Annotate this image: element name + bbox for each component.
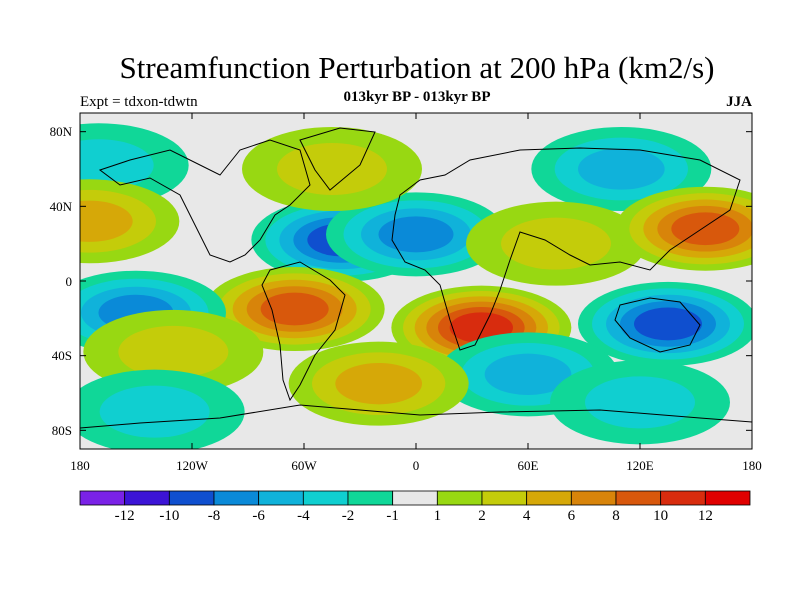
colorbar-swatch-13: [661, 491, 706, 505]
colorbar-label-9: 4: [507, 508, 547, 525]
lat-tick-80s: 80S: [32, 423, 72, 439]
colorbar-swatch-9: [482, 491, 527, 505]
colorbar-label-2: -8: [194, 508, 234, 525]
colorbar-label-10: 6: [551, 508, 591, 525]
colorbar-swatch-0: [80, 491, 125, 505]
contour-region-4-2: [578, 148, 665, 189]
colorbar-label-12: 10: [641, 508, 681, 525]
colorbar-label-8: 2: [462, 508, 502, 525]
colorbar: [80, 491, 750, 505]
lon-tick-0: 0: [386, 458, 446, 474]
colorbar-label-11: 8: [596, 508, 636, 525]
lon-tick-120w: 120W: [162, 458, 222, 474]
lat-tick-80n: 80N: [32, 124, 72, 140]
lon-tick-60e: 60E: [498, 458, 558, 474]
colorbar-swatch-14: [705, 491, 750, 505]
colorbar-label-1: -10: [149, 508, 189, 525]
colorbar-swatch-3: [214, 491, 259, 505]
contour-region-11-4: [634, 308, 702, 341]
colorbar-swatch-5: [303, 491, 348, 505]
colorbar-label-0: -12: [105, 508, 145, 525]
lon-tick-180e: 180: [722, 458, 782, 474]
contour-region-16-2: [335, 363, 422, 404]
lat-tick-0: 0: [32, 274, 72, 290]
colorbar-swatch-7: [393, 491, 438, 505]
colorbar-swatch-11: [571, 491, 616, 505]
lon-tick-120e: 120E: [610, 458, 670, 474]
colorbar-swatch-2: [169, 491, 214, 505]
colorbar-swatch-10: [527, 491, 572, 505]
colorbar-swatch-12: [616, 491, 661, 505]
colorbar-swatch-1: [125, 491, 170, 505]
lat-tick-40s: 40S: [32, 348, 72, 364]
contour-region-1-3: [379, 216, 454, 252]
colorbar-swatch-8: [437, 491, 482, 505]
contour-region-8-4: [261, 293, 329, 326]
colorbar-label-6: -1: [373, 508, 413, 525]
colorbar-label-4: -4: [283, 508, 323, 525]
contour-region-15-1: [585, 376, 695, 428]
lon-tick-60w: 60W: [274, 458, 334, 474]
contour-region-14-1: [100, 386, 210, 438]
contour-region-6-4: [671, 212, 739, 245]
contour-region-12-1: [118, 326, 228, 378]
colorbar-label-5: -2: [328, 508, 368, 525]
colorbar-swatch-6: [348, 491, 393, 505]
contour-region-5-1: [501, 218, 611, 270]
colorbar-swatch-4: [259, 491, 304, 505]
lat-tick-40n: 40N: [32, 199, 72, 215]
lon-tick-180w: 180: [50, 458, 110, 474]
colorbar-label-13: 12: [685, 508, 725, 525]
contour-region-2-1: [277, 143, 387, 195]
colorbar-label-7: 1: [417, 508, 457, 525]
colorbar-label-3: -6: [239, 508, 279, 525]
